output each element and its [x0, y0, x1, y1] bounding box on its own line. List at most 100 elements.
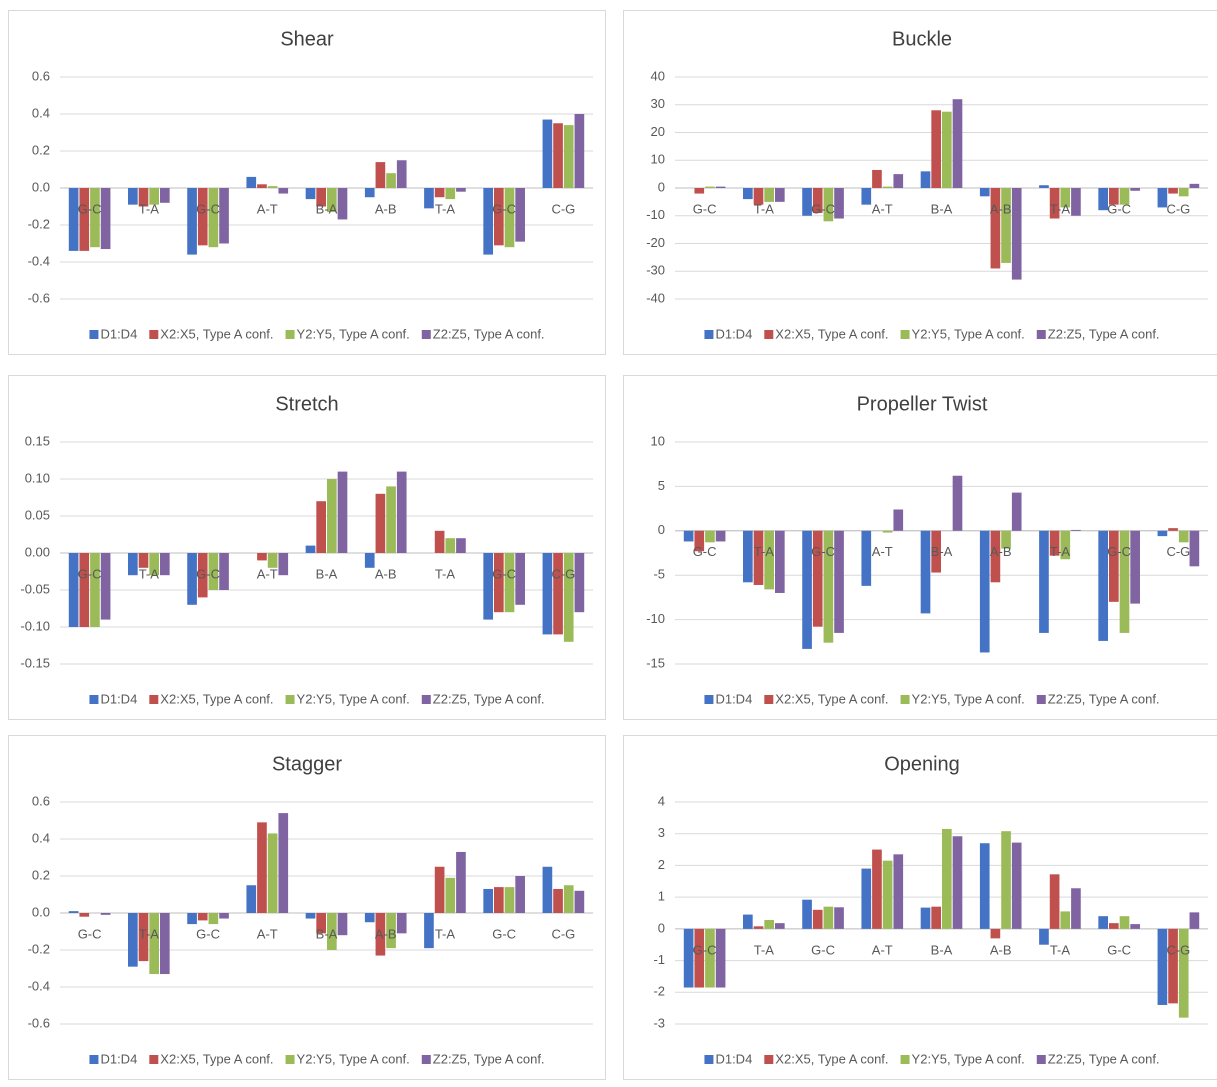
bar [198, 188, 208, 245]
y-tick-label: 4 [658, 793, 665, 808]
bar [543, 553, 553, 634]
bar [980, 188, 990, 196]
bar [306, 188, 316, 199]
bar [564, 125, 574, 188]
bar [553, 889, 563, 913]
x-tick-label: G-C [196, 201, 220, 216]
x-tick-label: G-C [811, 942, 835, 957]
bar [883, 187, 893, 188]
bar [365, 553, 375, 568]
chart-panel: Stretch-0.15-0.10-0.050.000.050.100.15G-… [9, 376, 606, 720]
y-tick-label: -10 [646, 611, 665, 626]
bar [802, 900, 812, 929]
bar [209, 188, 219, 247]
bar [494, 887, 504, 913]
bar [1158, 531, 1168, 536]
chart-title: Opening [884, 753, 960, 775]
legend-label: D1:D4 [715, 326, 752, 341]
y-tick-label: 10 [651, 152, 665, 167]
bar [515, 876, 525, 913]
bar [716, 531, 726, 542]
bar [694, 929, 704, 988]
x-tick-label: T-A [139, 926, 160, 941]
x-tick-label: A-B [990, 201, 1012, 216]
legend-swatch [764, 1055, 773, 1064]
bar [338, 913, 348, 935]
bar [764, 920, 774, 929]
bar [187, 913, 197, 924]
x-tick-label: G-C [1107, 942, 1131, 957]
x-tick-label: T-A [754, 544, 775, 559]
legend-swatch [422, 695, 431, 704]
bar [1012, 493, 1022, 531]
bar [101, 913, 111, 915]
y-tick-label: -0.2 [28, 216, 50, 231]
bar [376, 494, 386, 553]
legend-swatch [149, 695, 158, 704]
bar [872, 850, 882, 929]
legend-label: X2:X5, Type A conf. [775, 326, 888, 341]
bar [834, 531, 844, 633]
bar [921, 171, 931, 188]
legend-swatch [422, 1055, 431, 1064]
legend-label: Y2:Y5, Type A conf. [297, 1051, 410, 1066]
y-tick-label: -5 [653, 567, 665, 582]
bar [456, 852, 466, 913]
x-tick-label: G-C [492, 201, 516, 216]
panel-border [9, 11, 606, 355]
legend-label: Y2:Y5, Type A conf. [297, 326, 410, 341]
bar [931, 110, 941, 188]
legend-swatch [901, 330, 910, 339]
bar [980, 531, 990, 653]
bar [257, 184, 267, 188]
y-tick-label: 0.2 [32, 142, 50, 157]
x-tick-label: B-A [931, 544, 953, 559]
legend-label: D1:D4 [100, 326, 137, 341]
legend-swatch [286, 1055, 295, 1064]
x-tick-label: G-C [492, 566, 516, 581]
y-tick-label: -0.2 [28, 941, 50, 956]
legend-swatch [286, 330, 295, 339]
bar [743, 188, 753, 199]
x-tick-label: C-G [551, 201, 575, 216]
y-tick-label: 30 [651, 96, 665, 111]
bar [397, 472, 407, 553]
x-tick-label: T-A [139, 566, 160, 581]
x-tick-label: C-G [1166, 942, 1190, 957]
y-tick-label: -30 [646, 263, 665, 278]
y-tick-label: -20 [646, 235, 665, 250]
x-tick-label: G-C [811, 201, 835, 216]
x-tick-label: G-C [811, 544, 835, 559]
bar [716, 929, 726, 988]
legend-label: Z2:Z5, Type A conf. [1048, 1051, 1160, 1066]
y-tick-label: -0.4 [28, 253, 50, 268]
x-tick-label: A-T [257, 926, 278, 941]
bar [953, 99, 963, 188]
legend-label: X2:X5, Type A conf. [160, 691, 273, 706]
legend-label: Y2:Y5, Type A conf. [912, 1051, 1025, 1066]
bar [128, 188, 138, 205]
bar [90, 553, 100, 627]
x-tick-label: T-A [435, 926, 456, 941]
bar [257, 822, 267, 913]
x-tick-label: T-A [435, 566, 456, 581]
x-tick-label: B-A [931, 942, 953, 957]
bar [1130, 188, 1140, 191]
x-tick-label: G-C [492, 926, 516, 941]
bar [494, 188, 504, 245]
bar [743, 531, 753, 583]
bar [1158, 929, 1168, 1005]
x-tick-label: G-C [196, 566, 220, 581]
bar [483, 553, 493, 620]
bar [445, 188, 455, 199]
legend-label: Z2:Z5, Type A conf. [1048, 691, 1160, 706]
bar [1001, 188, 1011, 263]
y-tick-label: -2 [653, 984, 665, 999]
bar [684, 531, 694, 542]
legend-label: X2:X5, Type A conf. [775, 1051, 888, 1066]
bar [365, 188, 375, 197]
bar [198, 913, 208, 920]
bar [327, 479, 337, 553]
bar [684, 929, 694, 988]
